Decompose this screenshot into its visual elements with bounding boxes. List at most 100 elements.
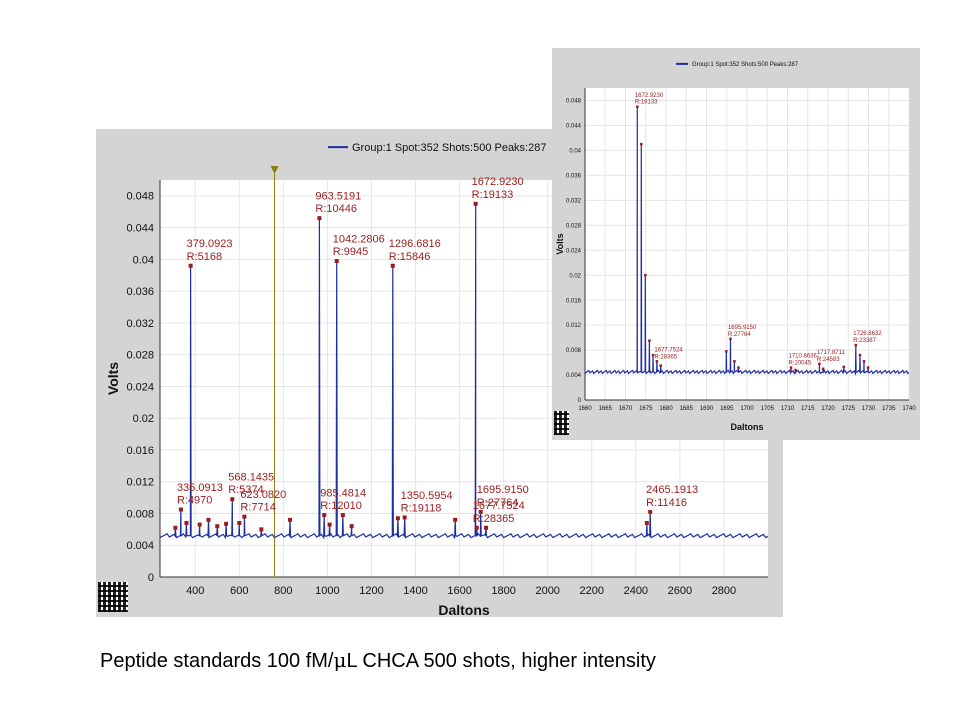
y-tick-label: 0.028 (566, 223, 582, 229)
y-tick-label: 0.048 (126, 191, 154, 203)
peak-label: 1672.9230 R:19133 (635, 93, 664, 106)
y-tick-label: 0.04 (569, 149, 581, 155)
legend-entry: Group:1 Spot:352 Shots:500 Peaks:287 (352, 142, 546, 154)
y-tick-label: 0.012 (566, 323, 582, 329)
peak-marker (651, 353, 655, 357)
peak-marker (866, 366, 870, 369)
peak-label-line: R:23387 (853, 338, 876, 344)
peak-marker (648, 339, 651, 342)
y-tick-label: 0.004 (126, 540, 154, 552)
peak-label: 1042.2806 R:9945 (333, 233, 385, 258)
peak-marker (733, 360, 736, 363)
peak-label-line: R:28365 (473, 513, 515, 525)
x-tick-label: 1725 (842, 406, 856, 412)
peak-marker (184, 521, 189, 526)
peak-label-line: R:9945 (333, 246, 368, 258)
peak-label: 1672.9230 R:19133 (472, 176, 524, 201)
peak-label: 379.0923 R:5168 (187, 238, 233, 263)
peak-marker (789, 366, 793, 369)
x-tick-label: 1000 (315, 585, 339, 597)
x-tick-label: 1665 (599, 406, 613, 412)
x-tick-label: 1600 (447, 585, 471, 597)
y-tick-label: 0.032 (126, 318, 154, 330)
peak-label-line: R:19133 (472, 189, 514, 201)
x-tick-label: 1705 (761, 406, 775, 412)
peak-label: 963.5191 R:10446 (315, 190, 361, 215)
peak-marker (640, 142, 643, 146)
peak-marker (259, 527, 264, 532)
peak-marker (340, 513, 345, 518)
y-tick-label: 0.024 (126, 381, 154, 393)
x-tick-label: 400 (186, 585, 204, 597)
peak-label: 1350.5954 R:19118 (401, 490, 453, 515)
x-tick-label: 1695 (720, 406, 734, 412)
peak-marker (173, 525, 178, 530)
x-tick-label: 1720 (821, 406, 835, 412)
y-tick-label: 0.032 (566, 198, 582, 204)
peak-label: 1296.6816 R:15846 (389, 238, 441, 263)
peak-label-line: 1672.9230 (635, 93, 664, 99)
peak-label-line: R:27764 (477, 497, 519, 509)
peak-label-line: R:20045 (788, 361, 811, 367)
peak-label: 1710.8636 R:20045 (788, 354, 817, 367)
y-tick-label: 0.036 (566, 173, 582, 179)
qr-code-icon (554, 411, 569, 435)
peak-label-line: R:19118 (401, 502, 442, 514)
peak-label: 985.4814 R:12010 (320, 487, 366, 512)
x-tick-label: 1700 (740, 406, 754, 412)
y-tick-label: 0.008 (566, 348, 582, 354)
peak-marker (390, 263, 395, 268)
peak-marker (334, 258, 339, 263)
peak-marker (242, 514, 247, 519)
peak-label-line: R:19133 (635, 100, 658, 106)
peak-marker (659, 364, 662, 367)
peak-marker (794, 368, 797, 372)
y-tick-label: 0 (578, 398, 582, 404)
y-tick-label: 0.044 (566, 124, 582, 130)
peak-marker (648, 509, 653, 514)
peak-marker (818, 362, 821, 366)
x-tick-label: 1685 (680, 406, 694, 412)
slide-caption: Peptide standards 100 fM/μL CHCA 500 sho… (100, 648, 656, 673)
peak-marker (402, 515, 407, 520)
legend-entry: Group:1 Spot:352 Shots:500 Peaks:287 (692, 62, 799, 68)
peak-marker (230, 497, 235, 502)
peak-marker (317, 216, 322, 221)
peak-marker (474, 525, 479, 530)
caption-text-end: L CHCA 500 shots, higher intensity (346, 650, 656, 672)
x-tick-label: 1690 (700, 406, 714, 412)
peak-label: 1726.8632 R:23387 (853, 331, 882, 344)
peak-marker (821, 367, 825, 371)
y-tick-label: 0.012 (126, 477, 154, 489)
peak-marker (349, 524, 354, 529)
y-tick-label: 0.04 (133, 254, 154, 266)
peak-label-line: 1042.2806 (333, 233, 385, 245)
peak-marker (655, 360, 659, 363)
peak-label-line: 1695.9150 (477, 484, 529, 496)
peak-label-line: R:11416 (646, 497, 687, 509)
peak-label: 2465.1913 R:11416 (646, 484, 698, 509)
x-tick-label: 1800 (491, 585, 515, 597)
y-tick-label: 0.016 (126, 445, 154, 457)
peak-label-line: 1695.9150 (728, 325, 757, 331)
peak-label: 1677.7524 R:28365 (473, 500, 525, 525)
y-tick-label: 0.028 (126, 350, 154, 362)
peak-marker (473, 201, 478, 206)
peak-label-line: R:28365 (654, 354, 677, 360)
peak-marker (453, 517, 458, 522)
y-tick-label: 0.048 (566, 99, 582, 105)
peak-marker (197, 522, 202, 527)
y-tick-label: 0.004 (566, 373, 582, 379)
y-tick-label: 0.02 (569, 273, 581, 279)
peak-marker (729, 337, 732, 341)
y-tick-label: 0 (148, 572, 154, 584)
peak-marker (636, 105, 639, 108)
inset-spectrum-panel: 1660 1665 1670 1675 1680 1685 1690 1695 1700 1705… (552, 48, 920, 440)
x-tick-label: 1735 (882, 406, 896, 412)
peak-label-line: 1677.7524 (654, 347, 683, 353)
peak-label-line: 1717.8711 (817, 350, 846, 356)
mu-symbol: μ (333, 648, 347, 672)
x-tick-label: 1730 (862, 406, 876, 412)
peak-label-line: 963.5191 (315, 190, 361, 202)
y-tick-label: 0.008 (126, 508, 154, 520)
